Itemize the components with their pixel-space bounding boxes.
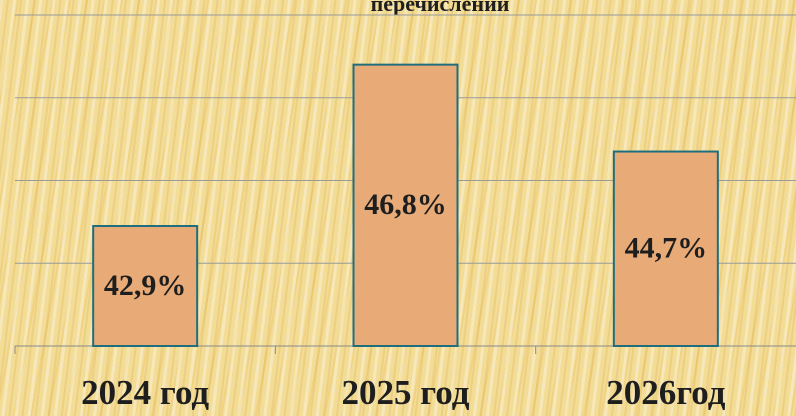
bar <box>612 150 719 347</box>
value-label: 44,7% <box>625 232 708 265</box>
value-label: 46,8% <box>364 188 447 221</box>
bar <box>352 63 459 348</box>
x-tick-label: 2024 год <box>81 373 209 412</box>
bar <box>92 225 199 347</box>
x-tick-label: 2026год <box>606 373 726 412</box>
x-tick-label: 2025 год <box>342 373 470 412</box>
chart-title: перечислений <box>371 0 510 16</box>
value-label: 42,9% <box>104 269 187 302</box>
